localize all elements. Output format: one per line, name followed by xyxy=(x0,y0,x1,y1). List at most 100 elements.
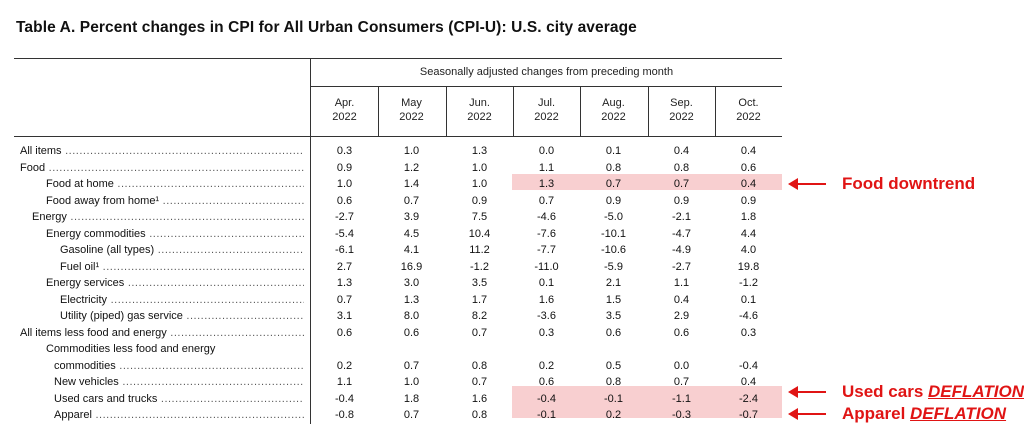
table-cell: 0.7 xyxy=(336,294,353,306)
table-cell: -2.4 xyxy=(739,393,758,405)
table-cell: 1.7 xyxy=(471,294,488,306)
table-cell: -1.2 xyxy=(739,277,758,289)
table-cell xyxy=(513,341,580,357)
leader-dots: ........................................… xyxy=(186,310,304,322)
annotation-text: Food downtrend xyxy=(842,174,975,194)
table-row: Gasoline (all types) ...................… xyxy=(14,242,782,258)
leader-dots: ........................................… xyxy=(65,145,304,157)
table-cell xyxy=(311,341,378,357)
table-cell: 1.0 xyxy=(471,178,488,190)
table-cell: -5.4 xyxy=(335,228,354,240)
row-label: Fuel oil¹ ..............................… xyxy=(60,259,304,275)
table-cell: 0.6 xyxy=(605,327,622,339)
table-cell: 7.5 xyxy=(471,211,488,223)
row-label: Electricity ............................… xyxy=(60,292,304,308)
table-cell: 1.1 xyxy=(673,277,690,289)
column-header: Oct. 2022 xyxy=(715,96,782,124)
table-cell: -0.4 xyxy=(335,393,354,405)
column-divider xyxy=(513,87,514,136)
arrow-left-icon xyxy=(788,386,798,398)
row-label-text: Electricity xyxy=(60,294,108,306)
table-cell: -5.0 xyxy=(604,211,623,223)
row-label-text: Used cars and trucks xyxy=(54,393,158,405)
table-cell: -0.7 xyxy=(739,409,758,421)
row-label: Apparel ................................… xyxy=(54,407,304,423)
table-cell: 0.6 xyxy=(740,162,757,174)
leader-dots: ........................................… xyxy=(95,409,304,421)
table-cell: -0.4 xyxy=(537,393,556,405)
table-cell: 8.0 xyxy=(403,310,420,322)
row-label-text: Energy services xyxy=(46,277,125,289)
span-header: Seasonally adjusted changes from precedi… xyxy=(419,66,674,78)
table-row: Food at home ...........................… xyxy=(14,176,782,192)
column-header-year: 2022 xyxy=(736,111,761,123)
table-cell: 0.6 xyxy=(336,327,353,339)
annotation-text: Apparel DEFLATION xyxy=(842,404,1006,424)
table-cell: 1.0 xyxy=(471,162,488,174)
table-cell: 0.7 xyxy=(605,178,622,190)
table-cell: 3.1 xyxy=(336,310,353,322)
table-cell: 0.3 xyxy=(538,327,555,339)
table-cell: -10.6 xyxy=(600,244,627,256)
column-divider xyxy=(378,87,379,136)
table-cell: 0.8 xyxy=(471,360,488,372)
table-cell: -10.1 xyxy=(600,228,627,240)
table-cell: 0.7 xyxy=(403,409,420,421)
column-header-month: Sep. xyxy=(670,97,693,109)
table-cell: 0.7 xyxy=(403,195,420,207)
table-cell: -0.3 xyxy=(672,409,691,421)
table-cell: -6.1 xyxy=(335,244,354,256)
table-cell: 3.0 xyxy=(403,277,420,289)
leader-dots: ........................................… xyxy=(149,228,304,240)
table-row: Apparel ................................… xyxy=(14,407,782,423)
column-header-month: Jun. xyxy=(469,97,490,109)
table-cell: -2.7 xyxy=(335,211,354,223)
table-cell: 1.3 xyxy=(403,294,420,306)
table-cell: -4.6 xyxy=(537,211,556,223)
row-label: All items ..............................… xyxy=(20,143,304,159)
table-cell xyxy=(580,341,647,357)
table-cell: 0.8 xyxy=(673,162,690,174)
table-cell: 0.4 xyxy=(673,294,690,306)
table-cell xyxy=(715,341,782,357)
column-divider xyxy=(446,87,447,136)
table-cell: 1.3 xyxy=(336,277,353,289)
table-cell: 1.3 xyxy=(471,145,488,157)
table-cell: 4.4 xyxy=(740,228,757,240)
table-cell: -7.6 xyxy=(537,228,556,240)
arrow-shaft xyxy=(798,183,826,185)
table-cell: 1.0 xyxy=(403,145,420,157)
table-row: All items less food and energy .........… xyxy=(14,325,782,341)
leader-dots: ........................................… xyxy=(70,211,304,223)
table-cell: 1.5 xyxy=(605,294,622,306)
table-cell: 0.7 xyxy=(471,327,488,339)
table-cell: -2.1 xyxy=(672,211,691,223)
annotation: Apparel DEFLATION xyxy=(788,404,1006,424)
leader-dots: ........................................… xyxy=(160,393,304,405)
table-cell: 0.9 xyxy=(740,195,757,207)
row-label: Energy services ........................… xyxy=(46,275,304,291)
table-cell: 0.9 xyxy=(673,195,690,207)
row-label: Food ...................................… xyxy=(20,160,304,176)
table-cell: 0.4 xyxy=(740,145,757,157)
table-row: Electricity ............................… xyxy=(14,292,782,308)
arrow-shaft xyxy=(798,413,826,415)
table-cell: 0.8 xyxy=(605,376,622,388)
table-cell: -0.1 xyxy=(604,393,623,405)
table-cell: 0.7 xyxy=(673,178,690,190)
table-cell: 1.0 xyxy=(336,178,353,190)
table-cell: 11.2 xyxy=(469,244,490,256)
table-cell: 0.9 xyxy=(336,162,353,174)
annotation-label: Apparel xyxy=(842,404,911,423)
table-cell: 2.1 xyxy=(605,277,622,289)
table-cell: 0.9 xyxy=(471,195,488,207)
column-header-month: Oct. xyxy=(738,97,759,109)
column-divider xyxy=(715,87,716,136)
column-header-month: Jul. xyxy=(537,97,556,109)
table-cell: -4.9 xyxy=(672,244,691,256)
annotation-label: Food downtrend xyxy=(842,174,976,193)
row-label: Food at home ...........................… xyxy=(46,176,304,192)
column-header: Jun. 2022 xyxy=(446,96,513,124)
column-header: Sep. 2022 xyxy=(648,96,715,124)
leader-dots: ........................................… xyxy=(170,327,304,339)
